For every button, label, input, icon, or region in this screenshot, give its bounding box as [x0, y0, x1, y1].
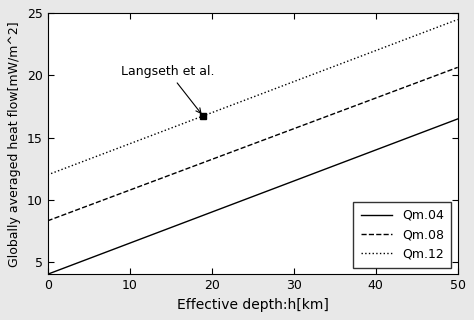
Qm.08	[289, 128, 294, 132]
Qm.04	[455, 117, 461, 121]
Line: Qm.12: Qm.12	[47, 20, 458, 175]
Qm.04	[381, 145, 387, 149]
Qm.08	[242, 145, 248, 149]
Qm.08	[381, 93, 387, 97]
Qm.04	[289, 180, 294, 184]
Qm.08	[239, 146, 245, 150]
Qm.08	[45, 219, 50, 223]
Qm.12	[239, 99, 245, 103]
Qm.12	[45, 173, 50, 177]
Qm.12	[445, 21, 451, 25]
Qm.12	[242, 98, 248, 102]
Qm.04	[239, 199, 245, 203]
Qm.04	[242, 198, 248, 202]
Line: Qm.08: Qm.08	[47, 68, 458, 221]
Qm.12	[289, 81, 294, 84]
Qm.08	[455, 66, 461, 69]
Qm.12	[455, 18, 461, 21]
Qm.12	[381, 46, 387, 50]
Qm.04	[445, 121, 451, 124]
Qm.08	[445, 69, 451, 73]
X-axis label: Effective depth:h[km]: Effective depth:h[km]	[177, 298, 328, 312]
Y-axis label: Globally averaged heat flow[mW/m^2]: Globally averaged heat flow[mW/m^2]	[9, 21, 21, 267]
Qm.12	[267, 89, 273, 93]
Qm.08	[267, 136, 273, 140]
Line: Qm.04: Qm.04	[47, 119, 458, 274]
Legend: Qm.04, Qm.08, Qm.12: Qm.04, Qm.08, Qm.12	[353, 202, 451, 268]
Text: Langseth et al.: Langseth et al.	[121, 65, 215, 113]
Qm.04	[45, 272, 50, 276]
Qm.04	[267, 188, 273, 192]
